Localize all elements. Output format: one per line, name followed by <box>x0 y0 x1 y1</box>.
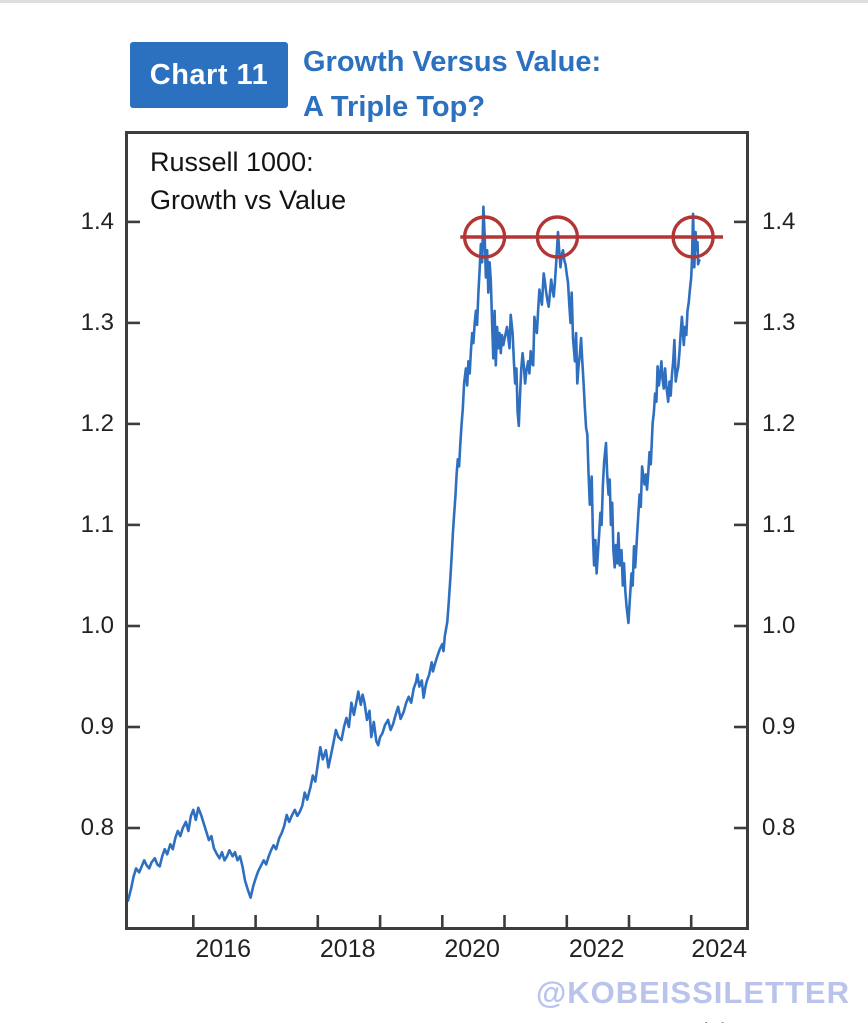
series-annotation-line1: Russell 1000: <box>150 147 314 177</box>
top-marker-circle <box>671 215 715 259</box>
chart-number-label: Chart 11 <box>149 58 269 91</box>
top-marker-circle <box>535 215 580 259</box>
chart-number-badge: Chart 11 <box>130 42 288 108</box>
source-attribution: © Alpine Macro 2024 <box>565 1020 865 1023</box>
x-axis-label: 2024 <box>691 935 748 963</box>
y-axis-label-right: 1.2 <box>762 409 796 437</box>
y-axis-label-left: 1.0 <box>80 611 114 639</box>
x-axis-label: 2022 <box>568 935 625 963</box>
series-annotation: Russell 1000: Growth vs Value <box>150 143 346 219</box>
y-axis-label-left: 1.3 <box>80 308 114 336</box>
y-axis-label-left: 1.4 <box>80 207 114 235</box>
x-axis-label: 2018 <box>319 935 376 963</box>
watermark-text: @KOBEISSILETTER <box>536 975 850 1010</box>
growth-vs-value-line <box>128 205 701 902</box>
y-axis-label-left: 1.1 <box>80 510 114 538</box>
y-axis-label-left: 0.8 <box>80 814 114 841</box>
y-axis-label-right: 0.8 <box>762 814 796 841</box>
page-title-line1: Growth Versus Value: <box>303 46 602 78</box>
chart-plot-area: Russell 1000: Growth vs Value @KOBEISSIL… <box>125 131 865 1023</box>
y-axis-label-right: 1.4 <box>762 207 796 235</box>
y-axis-label-right: 0.9 <box>762 712 796 740</box>
page-title-line2: A Triple Top? <box>303 91 486 123</box>
y-axis-label-right: 1.3 <box>762 308 796 336</box>
top-border-strip <box>0 0 868 3</box>
top-marker-circle <box>462 215 507 259</box>
series-annotation-line2: Growth vs Value <box>150 185 347 215</box>
x-axis-label: 2020 <box>444 935 500 963</box>
page-title: Growth Versus Value: A Triple Top? <box>303 40 601 130</box>
y-axis-label-left: 1.2 <box>80 409 114 437</box>
y-axis-label-left: 0.9 <box>80 712 114 740</box>
y-axis-label-right: 1.1 <box>762 510 796 538</box>
x-axis-label: 2016 <box>195 935 252 963</box>
y-axis-label-right: 1.0 <box>762 611 796 639</box>
line-chart-svg <box>128 205 746 927</box>
